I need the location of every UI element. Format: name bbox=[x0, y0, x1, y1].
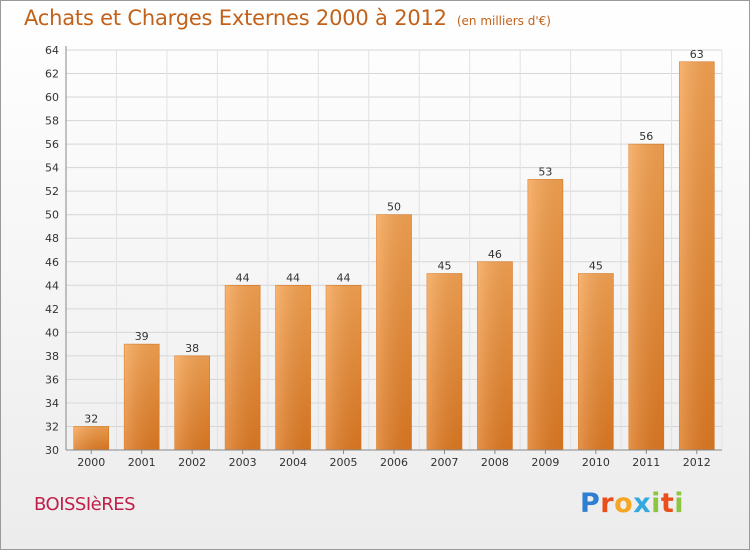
x-tick-label: 2005 bbox=[330, 456, 358, 469]
bar-shade bbox=[578, 273, 614, 450]
bar-value-label: 50 bbox=[387, 201, 401, 214]
chart-subtitle: (en milliers d'€) bbox=[456, 14, 551, 28]
y-tick-label: 36 bbox=[45, 373, 59, 386]
bar-shade bbox=[73, 426, 109, 450]
bar-shade bbox=[124, 344, 160, 450]
y-tick-label: 42 bbox=[45, 303, 59, 316]
x-tick-label: 2010 bbox=[582, 456, 610, 469]
logo-letter: P bbox=[580, 488, 601, 519]
y-tick-label: 52 bbox=[45, 185, 59, 198]
y-tick-label: 64 bbox=[45, 44, 59, 57]
x-tick-label: 2011 bbox=[632, 456, 660, 469]
bar-value-label: 46 bbox=[488, 248, 502, 261]
proxiti-logo[interactable]: Proxiti bbox=[580, 488, 684, 519]
bar-value-label: 56 bbox=[639, 130, 653, 143]
bar-value-label: 44 bbox=[337, 271, 351, 284]
bar-value-label: 63 bbox=[690, 48, 704, 61]
x-tick-label: 2002 bbox=[178, 456, 206, 469]
commune-name: BOISSIèRES bbox=[34, 494, 136, 515]
bar-shade bbox=[275, 285, 311, 450]
logo-letter: i bbox=[674, 488, 685, 519]
x-tick-label: 2001 bbox=[128, 456, 156, 469]
logo-letter: x bbox=[633, 488, 652, 519]
logo-letter: o bbox=[614, 488, 634, 519]
bar-value-label: 45 bbox=[437, 260, 451, 273]
x-tick-label: 2003 bbox=[229, 456, 257, 469]
y-tick-label: 32 bbox=[45, 420, 59, 433]
bar-shade bbox=[628, 144, 664, 450]
y-tick-label: 50 bbox=[45, 209, 59, 222]
bar-value-label: 32 bbox=[84, 412, 98, 425]
bar-shade bbox=[679, 61, 715, 450]
y-tick-label: 62 bbox=[45, 68, 59, 81]
bar-value-label: 39 bbox=[135, 330, 149, 343]
title-row: Achats et Charges Externes 2000 à 2012 (e… bbox=[24, 6, 551, 30]
bar-shade bbox=[174, 355, 210, 450]
y-tick-label: 54 bbox=[45, 162, 59, 175]
bar-shade bbox=[376, 214, 412, 450]
y-tick-label: 34 bbox=[45, 397, 59, 410]
bar-value-label: 38 bbox=[185, 342, 199, 355]
y-tick-label: 30 bbox=[45, 444, 59, 457]
y-tick-label: 60 bbox=[45, 91, 59, 104]
x-tick-label: 2009 bbox=[531, 456, 559, 469]
x-tick-label: 2006 bbox=[380, 456, 408, 469]
bar-shade bbox=[426, 273, 462, 450]
bars-group: 32 39 38 44 44 44 50 45 46 53 45 56 63 bbox=[73, 48, 715, 451]
y-tick-label: 58 bbox=[45, 115, 59, 128]
x-tick-label: 2012 bbox=[683, 456, 711, 469]
y-tick-label: 46 bbox=[45, 256, 59, 269]
x-tick-label: 2008 bbox=[481, 456, 509, 469]
x-tick-label: 2000 bbox=[77, 456, 105, 469]
bar-value-label: 45 bbox=[589, 260, 603, 273]
y-tick-label: 38 bbox=[45, 350, 59, 363]
bar-shade bbox=[477, 261, 513, 450]
bar-value-label: 44 bbox=[236, 271, 250, 284]
y-tick-label: 44 bbox=[45, 279, 59, 292]
axes-group: 30 32 34 36 38 40 42 44 46 48 50 52 54 56 58 60 62 64 2000… bbox=[45, 44, 722, 469]
x-tick-label: 2004 bbox=[279, 456, 307, 469]
chart-title: Achats et Charges Externes 2000 à 2012 bbox=[24, 6, 447, 30]
bar-shade bbox=[527, 179, 563, 451]
y-tick-label: 40 bbox=[45, 326, 59, 339]
bar-value-label: 53 bbox=[538, 165, 552, 178]
logo-letter: t bbox=[660, 488, 675, 519]
logo-letter: r bbox=[600, 488, 615, 519]
y-tick-label: 56 bbox=[45, 138, 59, 151]
y-tick-label: 48 bbox=[45, 232, 59, 245]
x-tick-label: 2007 bbox=[430, 456, 458, 469]
bar-value-label: 44 bbox=[286, 271, 300, 284]
bar-shade bbox=[326, 285, 362, 450]
logo-letter: i bbox=[651, 488, 661, 519]
bar-shade bbox=[225, 285, 261, 450]
